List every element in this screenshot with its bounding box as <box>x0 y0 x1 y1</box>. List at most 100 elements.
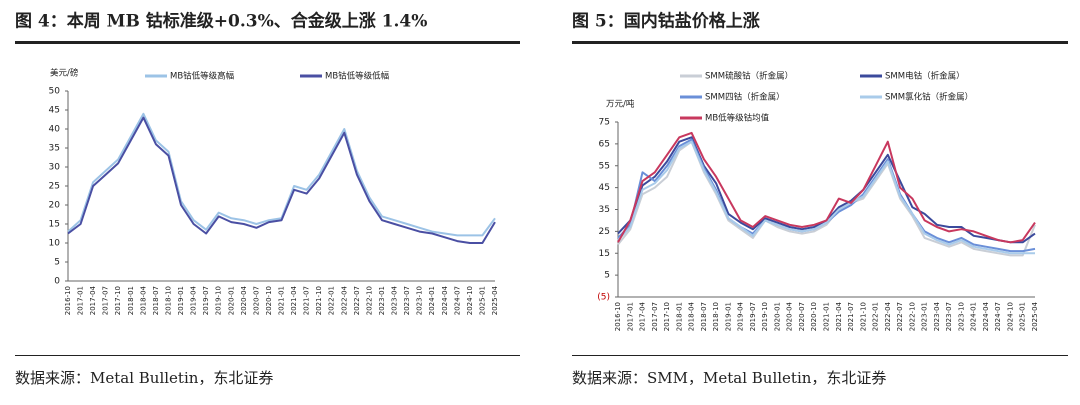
y-tick-label: 35 <box>599 205 610 215</box>
chart-title: 图 4：本周 MB 钴标准级+0.3%、合金级上涨 1.4% <box>15 11 427 32</box>
x-tick-label: 2024-01 <box>428 286 436 315</box>
y-tick-label: 25 <box>599 227 610 237</box>
series-line <box>67 116 496 244</box>
series-line <box>617 140 1035 255</box>
y-tick-label: 10 <box>49 239 61 249</box>
y-tick-label: 45 <box>49 106 60 116</box>
x-tick-label: 2018-04 <box>139 285 147 315</box>
y-tick-label: 45 <box>599 183 610 193</box>
x-tick-label: 2024-04 <box>982 301 990 331</box>
legend-label: SMM电钴（折金属） <box>885 71 965 82</box>
x-tick-label: 2017-04 <box>639 301 647 331</box>
x-tick-label: 2022-10 <box>365 286 373 315</box>
x-tick-label: 2020-07 <box>252 286 260 315</box>
x-tick-label: 2025-04 <box>1031 301 1039 331</box>
x-tick-label: 2023-04 <box>391 285 399 315</box>
x-tick-label: 2019-07 <box>749 302 757 331</box>
x-tick-label: 2019-01 <box>177 286 185 315</box>
x-tick-label: 2022-04 <box>884 301 892 331</box>
legend-label: SMM四钴（折金属） <box>705 92 785 103</box>
x-tick-label: 2021-01 <box>823 302 831 331</box>
x-tick-label: 2019-07 <box>202 286 210 315</box>
x-tick-label: 2017-10 <box>114 286 122 315</box>
x-tick-label: 2016-10 <box>614 302 622 331</box>
x-tick-label: 2020-10 <box>265 286 273 315</box>
x-tick-label: 2021-07 <box>303 286 311 315</box>
x-tick-label: 2021-10 <box>315 286 323 315</box>
x-tick-label: 2017-01 <box>77 286 85 315</box>
series-line <box>617 140 1036 257</box>
x-tick-label: 2017-07 <box>102 286 110 315</box>
x-tick-label: 2020-04 <box>240 285 248 315</box>
x-tick-label: 2020-04 <box>786 301 794 331</box>
x-tick-label: 2019-10 <box>215 286 223 315</box>
x-tick-label: 2021-01 <box>278 286 286 315</box>
x-tick-label: 2019-01 <box>724 302 732 331</box>
x-tick-label: 2024-01 <box>970 302 978 331</box>
y-tick-label: (5) <box>597 293 610 303</box>
x-tick-label: 2017-04 <box>89 285 97 315</box>
x-tick-label: 2023-10 <box>416 286 424 315</box>
x-tick-label: 2023-01 <box>378 286 386 315</box>
series-line <box>67 112 496 237</box>
x-tick-label: 2025-04 <box>491 285 499 315</box>
x-tick-label: 2019-04 <box>190 285 198 315</box>
x-tick-label: 2021-10 <box>859 302 867 331</box>
x-tick-label: 2017-10 <box>663 302 671 331</box>
x-tick-label: 2017-01 <box>626 302 634 331</box>
y-tick-label: 30 <box>49 163 61 173</box>
y-tick-label: 0 <box>54 277 60 287</box>
x-tick-label: 2018-07 <box>700 302 708 331</box>
series-line <box>617 131 1036 244</box>
x-tick-label: 2020-07 <box>798 302 806 331</box>
y-tick-label: 15 <box>599 249 610 259</box>
legend-label: MB低等级钴均值 <box>705 113 770 124</box>
title-rule <box>15 41 520 44</box>
x-tick-label: 2018-01 <box>127 286 135 315</box>
x-tick-label: 2024-07 <box>994 302 1002 331</box>
title-rule <box>572 41 1068 44</box>
x-tick-label: 2018-10 <box>164 286 172 315</box>
x-tick-label: 2016-10 <box>64 286 72 315</box>
x-tick-label: 2022-01 <box>872 302 880 331</box>
source: 数据来源：SMM，Metal Bulletin，东北证券 <box>572 369 886 387</box>
chart-title: 图 5：国内钴盐价格上涨 <box>572 11 760 32</box>
x-tick-label: 2024-10 <box>466 286 474 315</box>
y-axis-unit: 美元/磅 <box>50 68 79 79</box>
x-tick-label: 2022-01 <box>328 286 336 315</box>
x-tick-label: 2022-10 <box>908 302 916 331</box>
y-tick-label: 55 <box>599 161 610 171</box>
x-tick-label: 2022-04 <box>340 285 348 315</box>
y-tick-label: 5 <box>604 271 610 281</box>
y-tick-label: 35 <box>49 144 60 154</box>
x-tick-label: 2021-04 <box>835 301 843 331</box>
x-tick-label: 2025-01 <box>478 286 486 315</box>
x-tick-label: 2023-07 <box>945 302 953 331</box>
x-tick-label: 2018-07 <box>152 286 160 315</box>
source-rule <box>572 355 1068 356</box>
y-tick-label: 75 <box>599 118 610 128</box>
y-tick-label: 5 <box>54 258 60 268</box>
series-line <box>617 136 1036 244</box>
x-tick-label: 2019-04 <box>737 301 745 331</box>
source: 数据来源：Metal Bulletin，东北证券 <box>15 369 273 387</box>
x-tick-label: 2023-07 <box>403 286 411 315</box>
x-tick-label: 2021-04 <box>290 285 298 315</box>
x-tick-label: 2018-10 <box>712 302 720 331</box>
y-tick-label: 50 <box>49 87 61 97</box>
x-tick-label: 2018-04 <box>688 301 696 331</box>
y-axis-unit: 万元/吨 <box>606 99 635 110</box>
legend-label: SMM氯化钴（折金属） <box>885 92 973 103</box>
x-tick-label: 2025-01 <box>1019 302 1027 331</box>
x-tick-label: 2019-10 <box>761 302 769 331</box>
x-tick-label: 2022-07 <box>896 302 904 331</box>
x-tick-label: 2023-01 <box>921 302 929 331</box>
y-tick-label: 15 <box>49 220 60 230</box>
x-tick-label: 2022-07 <box>353 286 361 315</box>
source-rule <box>15 355 520 356</box>
y-tick-label: 40 <box>49 125 61 135</box>
x-tick-label: 2024-07 <box>453 286 461 315</box>
y-tick-label: 65 <box>599 139 610 149</box>
y-tick-label: 20 <box>49 201 61 211</box>
